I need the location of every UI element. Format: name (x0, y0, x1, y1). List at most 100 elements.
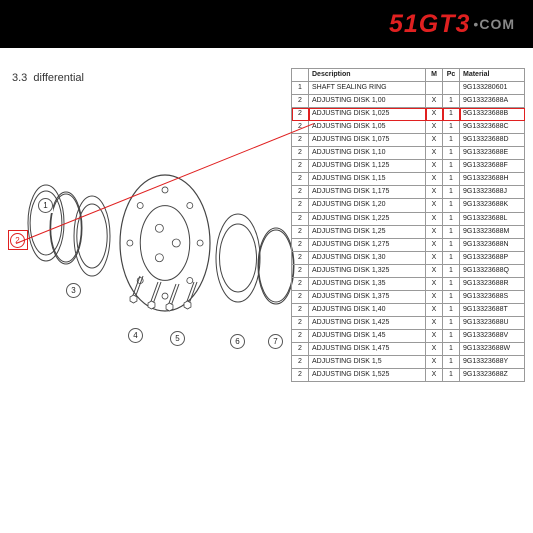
cell-pc: 1 (443, 251, 460, 264)
cell-mat: 9G13323688Z (460, 369, 525, 382)
cell-idx: 2 (292, 108, 309, 121)
cell-mat: 9G13323688P (460, 251, 525, 264)
cell-idx: 2 (292, 316, 309, 329)
callout-6: 6 (230, 334, 245, 349)
cell-pc: 1 (443, 160, 460, 173)
table-row: 2ADJUSTING DISK 1,225X19G13323688L (292, 212, 525, 225)
table-header-row: Description M Pc Material (292, 69, 525, 82)
cell-idx: 2 (292, 238, 309, 251)
cell-mat: 9G13323688Q (460, 264, 525, 277)
table-row: 2ADJUSTING DISK 1,125X19G13323688F (292, 160, 525, 173)
cell-desc: ADJUSTING DISK 1,25 (309, 225, 426, 238)
th-pc: Pc (443, 69, 460, 82)
table-row: 2ADJUSTING DISK 1,10X19G13323688E (292, 147, 525, 160)
cell-mat: 9G13323688N (460, 238, 525, 251)
diagram-svg (10, 118, 310, 358)
brand-suffix: COM (479, 16, 515, 32)
cell-desc: ADJUSTING DISK 1,40 (309, 303, 426, 316)
cell-desc: ADJUSTING DISK 1,075 (309, 134, 426, 147)
brand-name: 51GT3 (389, 10, 470, 39)
cell-idx: 2 (292, 212, 309, 225)
table-body: 1SHAFT SEALING RING 9G1332806012ADJUSTIN… (292, 82, 525, 382)
cell-m: X (426, 290, 443, 303)
cell-idx: 2 (292, 134, 309, 147)
cell-m: X (426, 342, 443, 355)
table-row: 2ADJUSTING DISK 1,275X19G13323688N (292, 238, 525, 251)
cell-idx: 2 (292, 369, 309, 382)
cell-m: X (426, 277, 443, 290)
page: 3.3 differential 1234567 Description M P… (0, 48, 533, 533)
cell-mat: 9G13323688E (460, 147, 525, 160)
brand-logo: 51GT3 • COM (389, 10, 515, 39)
callout-3: 3 (66, 283, 81, 298)
cell-mat: 9G13323688W (460, 342, 525, 355)
cell-pc: 1 (443, 134, 460, 147)
cell-pc: 1 (443, 225, 460, 238)
cell-m: X (426, 225, 443, 238)
cell-pc: 1 (443, 173, 460, 186)
cell-pc: 1 (443, 369, 460, 382)
header: 51GT3 • COM (0, 0, 533, 48)
table-row: 2ADJUSTING DISK 1,375X19G13323688S (292, 290, 525, 303)
cell-idx: 2 (292, 225, 309, 238)
cell-mat: 9G13323688Y (460, 356, 525, 369)
cell-desc: ADJUSTING DISK 1,525 (309, 369, 426, 382)
cell-m: X (426, 160, 443, 173)
callout-1: 1 (38, 198, 53, 213)
cell-desc: ADJUSTING DISK 1,425 (309, 316, 426, 329)
cell-desc: ADJUSTING DISK 1,00 (309, 95, 426, 108)
cell-mat: 9G13323688V (460, 329, 525, 342)
cell-desc: ADJUSTING DISK 1,375 (309, 290, 426, 303)
table-row: 2ADJUSTING DISK 1,325X19G13323688Q (292, 264, 525, 277)
th-mat: Material (460, 69, 525, 82)
cell-idx: 2 (292, 147, 309, 160)
cell-m: X (426, 356, 443, 369)
cell-mat: 9G13323688C (460, 121, 525, 134)
callout-4: 4 (128, 328, 143, 343)
cell-desc: ADJUSTING DISK 1,30 (309, 251, 426, 264)
cell-idx: 2 (292, 160, 309, 173)
cell-mat: 9G13323688F (460, 160, 525, 173)
cell-pc: 1 (443, 342, 460, 355)
cell-idx: 2 (292, 186, 309, 199)
callout-5: 5 (170, 331, 185, 346)
cell-m: X (426, 147, 443, 160)
table-row: 2ADJUSTING DISK 1,075X19G13323688D (292, 134, 525, 147)
cell-idx: 2 (292, 290, 309, 303)
table-row: 2ADJUSTING DISK 1,425X19G13323688U (292, 316, 525, 329)
cell-mat: 9G13323688S (460, 290, 525, 303)
parts-table: Description M Pc Material 1SHAFT SEALING… (291, 68, 525, 382)
cell-idx: 2 (292, 251, 309, 264)
cell-mat: 9G13323688K (460, 199, 525, 212)
table-row: 1SHAFT SEALING RING 9G133280601 (292, 82, 525, 95)
diagram: 1234567 (10, 118, 310, 348)
table-row: 2ADJUSTING DISK 1,05X19G13323688C (292, 121, 525, 134)
cell-m: X (426, 251, 443, 264)
section-name: differential (33, 72, 84, 84)
section-num: 3.3 (12, 72, 27, 84)
cell-desc: SHAFT SEALING RING (309, 82, 426, 95)
cell-idx: 2 (292, 329, 309, 342)
cell-desc: ADJUSTING DISK 1,05 (309, 121, 426, 134)
cell-m: X (426, 134, 443, 147)
cell-mat: 9G13323688D (460, 134, 525, 147)
cell-pc: 1 (443, 186, 460, 199)
cell-m: X (426, 316, 443, 329)
table-row: 2ADJUSTING DISK 1,025X19G13323688B (292, 108, 525, 121)
cell-desc: ADJUSTING DISK 1,20 (309, 199, 426, 212)
cell-desc: ADJUSTING DISK 1,10 (309, 147, 426, 160)
table-row: 2ADJUSTING DISK 1,35X19G13323688R (292, 277, 525, 290)
cell-idx: 2 (292, 95, 309, 108)
cell-idx: 2 (292, 173, 309, 186)
th-desc: Description (309, 69, 426, 82)
cell-desc: ADJUSTING DISK 1,5 (309, 356, 426, 369)
cell-m: X (426, 303, 443, 316)
table-row: 2ADJUSTING DISK 1,20X19G13323688K (292, 199, 525, 212)
table-row: 2ADJUSTING DISK 1,175X19G13323688J (292, 186, 525, 199)
cell-idx: 2 (292, 264, 309, 277)
cell-mat: 9G13323688T (460, 303, 525, 316)
cell-m: X (426, 199, 443, 212)
cell-m: X (426, 369, 443, 382)
table-row: 2ADJUSTING DISK 1,25X19G13323688M (292, 225, 525, 238)
cell-pc: 1 (443, 356, 460, 369)
